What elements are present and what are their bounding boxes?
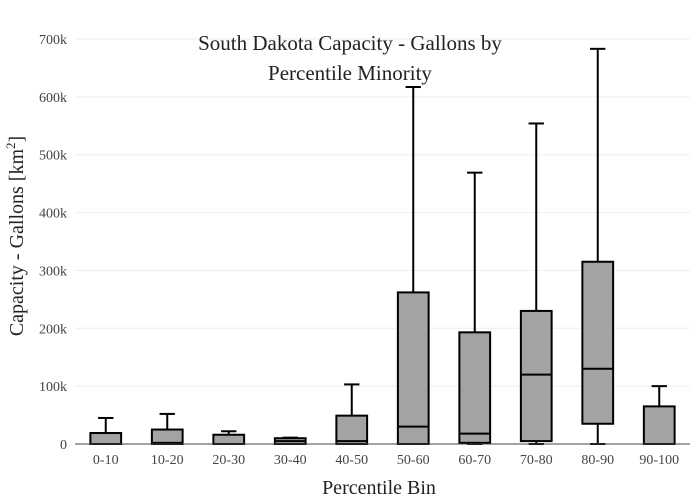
box-10-20 [150, 412, 184, 445]
box-body [150, 428, 184, 445]
box-30-40 [273, 436, 307, 446]
box-60-70 [458, 171, 492, 445]
y-axis-title: Capacity - Gallons [km2] [3, 136, 28, 336]
box-body [89, 432, 123, 445]
y-tick-label: 300k [39, 264, 67, 279]
x-tick-label: 10-20 [151, 453, 184, 468]
chart-title-line-1: South Dakota Capacity - Gallons by [198, 31, 502, 55]
box-70-80 [519, 122, 553, 445]
x-tick-label: 0-10 [93, 453, 119, 468]
x-tick-label: 30-40 [274, 453, 307, 468]
x-tick-label: 80-90 [581, 453, 614, 468]
x-axis-title: Percentile Bin [322, 477, 436, 499]
box-body [519, 309, 553, 443]
y-tick-label: 700k [39, 33, 67, 48]
y-tick-label: 600k [39, 91, 67, 106]
y-tick-label: 500k [39, 149, 67, 164]
box-body [396, 291, 430, 445]
box-80-90 [581, 47, 615, 445]
y-axis-title-sup: 2 [3, 142, 18, 149]
box-layer [89, 47, 676, 446]
grid-layer [75, 38, 690, 387]
box-body [581, 260, 615, 425]
x-tick-label: 50-60 [397, 453, 430, 468]
x-tick-label: 70-80 [520, 453, 553, 468]
x-tick-label: 40-50 [335, 453, 368, 468]
y-axis-title-end: ] [6, 136, 28, 143]
box-50-60 [396, 86, 430, 445]
x-tick-label: 60-70 [458, 453, 491, 468]
box-40-50 [335, 383, 369, 445]
box-body [335, 414, 369, 445]
y-tick-label: 0 [60, 438, 67, 453]
box-20-30 [212, 430, 246, 446]
x-tick-label: 20-30 [212, 453, 245, 468]
y-tick-label: 400k [39, 207, 67, 222]
y-tick-labels: 0 100k 200k 300k 400k 500k 600k 700k [39, 33, 67, 453]
y-tick-label: 100k [39, 380, 67, 395]
x-tick-labels: 0-10 10-20 20-30 30-40 40-50 50-60 60-70 70-80 8… [93, 453, 679, 468]
box-body [642, 405, 676, 445]
x-tick-label: 90-100 [639, 453, 679, 468]
chart-title-line-2: Percentile Minority [268, 61, 432, 85]
y-axis-title-main: Capacity - Gallons [km [6, 149, 28, 337]
box-body [212, 433, 246, 446]
y-tick-label: 200k [39, 322, 67, 337]
box-90-100 [642, 385, 676, 445]
box-0-10 [89, 416, 123, 445]
box-body [458, 331, 492, 444]
